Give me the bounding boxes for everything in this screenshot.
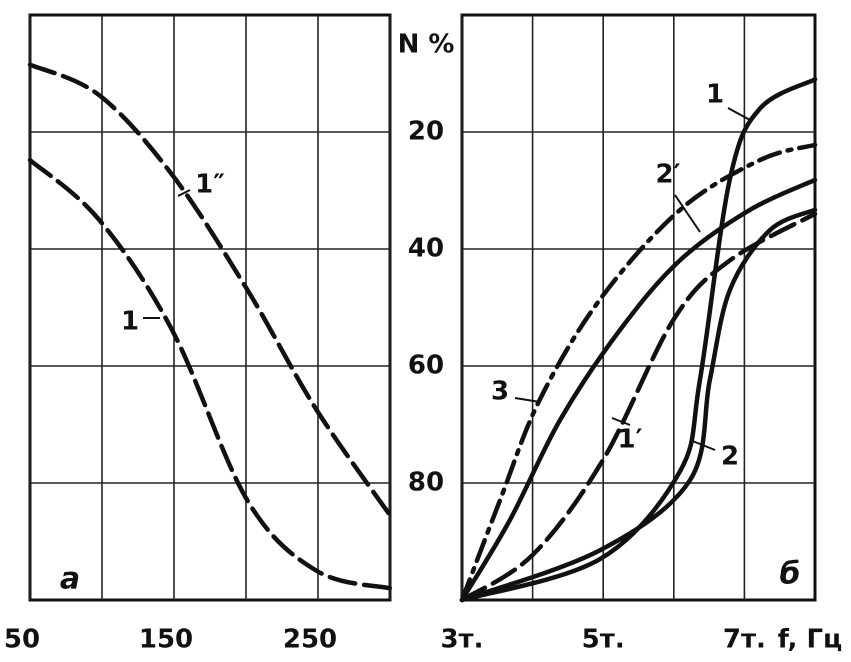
label-leader (514, 397, 541, 403)
y-tick-label: 40 (408, 234, 444, 264)
curve-label: 2′ (656, 160, 681, 190)
label-leader (611, 417, 631, 426)
x-tick-label: 3т. (440, 625, 483, 655)
curve (459, 211, 818, 603)
label-leader (689, 439, 716, 451)
curve-label: 1 (121, 307, 139, 337)
x-tick-label: 5т. (582, 625, 625, 655)
curve (27, 62, 393, 518)
curve-label: 1 (706, 80, 724, 110)
y-axis-label: N % (398, 30, 455, 60)
curve-label: 2 (721, 442, 739, 472)
curve (459, 207, 818, 603)
y-tick-label: 60 (408, 351, 444, 381)
curve (459, 142, 818, 603)
y-tick-label: 80 (408, 468, 444, 498)
x-tick-label: 250 (283, 625, 337, 655)
x-tick-label: 50 (4, 625, 40, 655)
curve-label: 3 (491, 377, 509, 407)
curve (459, 177, 818, 603)
curve (27, 157, 393, 591)
x-tick-label: 7т. (723, 625, 766, 655)
panel-label: а (60, 562, 80, 597)
curve (459, 77, 818, 603)
label-leader (727, 107, 751, 121)
x-axis-label: f, Гц (778, 625, 843, 655)
curve-label: 1″ (195, 170, 225, 200)
label-leader (674, 194, 701, 233)
y-tick-label: 20 (408, 117, 444, 147)
plot-frame (28, 13, 392, 602)
label-leader (177, 189, 191, 197)
curve-label: 1′ (618, 425, 643, 455)
x-tick-label: 150 (139, 625, 193, 655)
panel-label: б (780, 557, 801, 592)
